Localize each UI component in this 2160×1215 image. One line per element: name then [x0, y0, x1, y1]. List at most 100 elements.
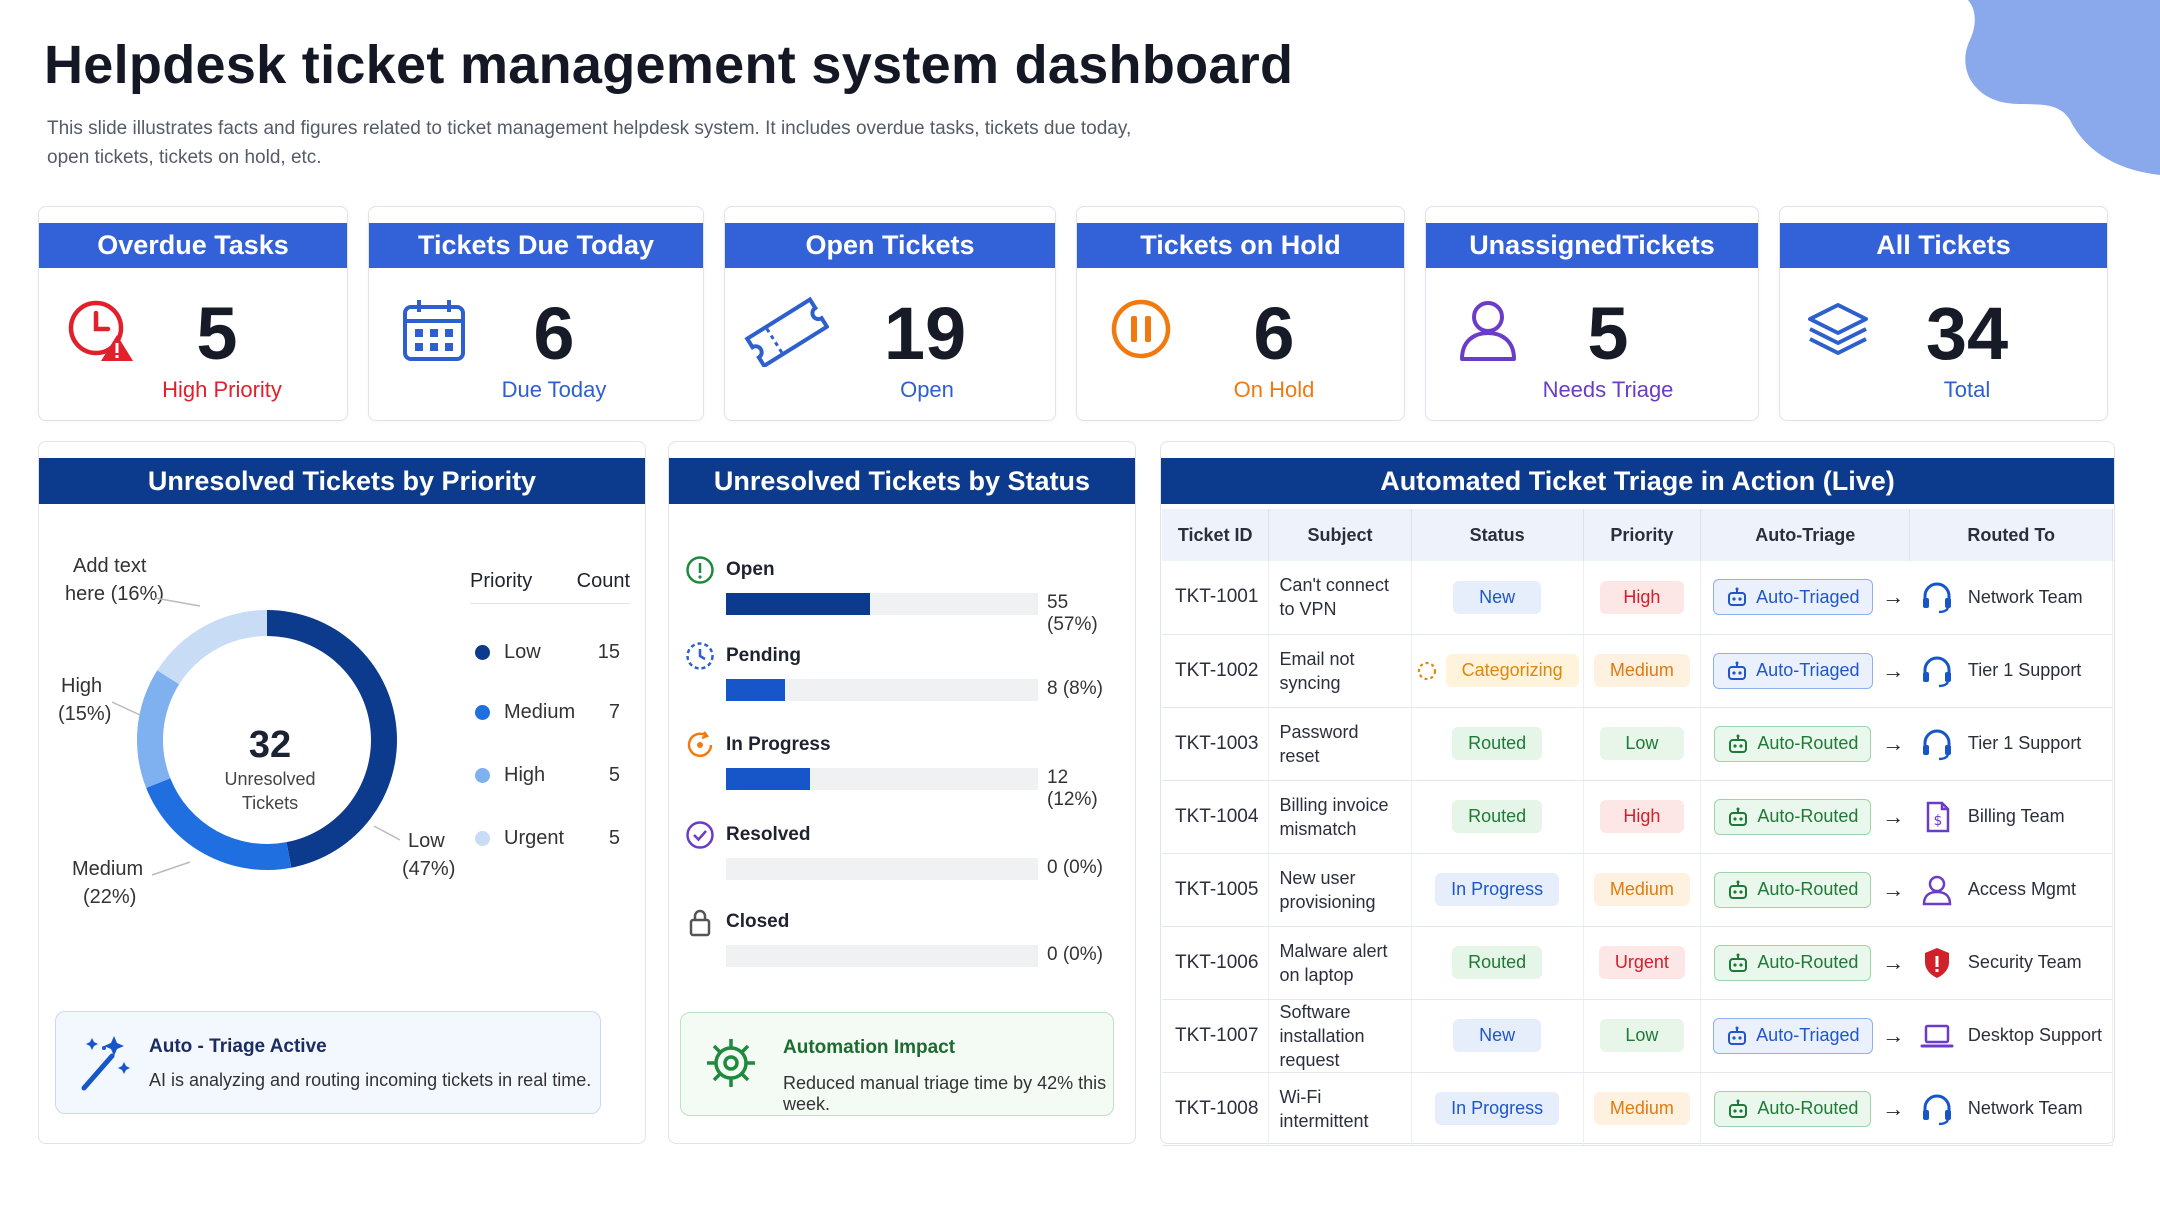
info-title: Automation Impact [783, 1037, 956, 1058]
kpi-label: Open [900, 377, 954, 402]
priority-count: 5 [608, 764, 620, 786]
annotation-urgent: Add text here (16%) [65, 552, 164, 608]
kpi-value: 5 [1587, 292, 1629, 375]
table-row[interactable]: TKT-1007 Software installation request New L… [1162, 999, 2113, 1073]
auto-triage-badge[interactable]: Auto-Routed [1714, 798, 1872, 835]
subject-line: Password reset [1279, 721, 1359, 766]
status-bar-track [726, 593, 1038, 615]
auto-triage-badge[interactable]: Auto-Triaged [1713, 652, 1873, 689]
priority-row-medium: Medium 7 [475, 701, 620, 724]
kpi-header: Overdue Tasks [39, 223, 347, 268]
status-badge: New [1453, 580, 1542, 614]
status-value: 0 (0%) [1047, 857, 1103, 878]
kpi-card-due-today[interactable]: Tickets Due Today 6 Due Today [368, 206, 704, 421]
gear-icon [707, 1039, 755, 1087]
robot-icon [1729, 880, 1748, 899]
annotation-line: Medium [72, 858, 144, 880]
panel-title: Unresolved Tickets by Status [669, 458, 1135, 504]
status-badge: Routed [1452, 800, 1543, 833]
arrow-right-icon: → [1876, 999, 1910, 1073]
auto-triage-badge[interactable]: Auto-Routed [1714, 725, 1872, 762]
auto-triage-badge[interactable]: Auto-Routed [1714, 1090, 1872, 1127]
legend-dot [475, 768, 490, 783]
column-header-ticket-id: Ticket ID [1162, 509, 1270, 561]
robot-icon [1728, 587, 1747, 607]
robot-icon [1728, 1026, 1747, 1045]
table-row[interactable]: TKT-1001 Can't connect to VPN New High Auto-… [1162, 561, 2113, 635]
laptop-icon [1920, 1019, 1954, 1053]
svg-text:$: $ [1933, 813, 1942, 829]
kpi-header: Tickets on Hold [1077, 223, 1404, 268]
kpi-value: 19 [883, 292, 967, 375]
arrow-right-icon: → [1876, 1072, 1910, 1146]
pause-icon [1109, 295, 1181, 367]
kpi-label: High Priority [162, 377, 282, 402]
table-row[interactable]: TKT-1005 New user provisioning In Progress… [1162, 853, 2113, 927]
spinner-icon [1417, 662, 1436, 681]
arrow-right-icon: → [1876, 926, 1910, 1000]
routed-to-team: Billing Team [1967, 806, 2065, 826]
donut-slice-urgent [157, 610, 267, 685]
status-label: Resolved [726, 824, 811, 845]
annotation-line: Low [408, 830, 445, 852]
robot-icon [1729, 734, 1748, 753]
auto-triage-badge[interactable]: Auto-Triaged [1713, 579, 1873, 616]
kpi-header: Open Tickets [725, 223, 1055, 268]
priority-count-table: Priority Count [470, 570, 630, 604]
status-bar-fill [726, 679, 786, 701]
pending-icon [686, 642, 714, 670]
annotation-line: High [61, 675, 103, 697]
kpi-card-on-hold[interactable]: Tickets on Hold 6 On Hold [1076, 206, 1405, 421]
auto-triage-badge[interactable]: Auto-Triaged [1713, 1017, 1873, 1054]
table-row[interactable]: TKT-1004 Billing invoice mismatch Routed Hi… [1162, 780, 2113, 854]
priority-badge: Medium [1593, 654, 1690, 687]
table-row[interactable]: TKT-1002 Email not syncing Categorizing Med… [1162, 634, 2113, 708]
legend-dot [475, 645, 490, 660]
check-circle-icon [686, 821, 714, 849]
donut-center-label: Unresolved [224, 769, 316, 789]
kpi-card-unassigned[interactable]: UnassignedTickets 5 Needs Triage [1425, 206, 1759, 421]
priority-badge: High [1599, 580, 1684, 614]
routed-to-team: Access Mgmt [1967, 879, 2076, 899]
magic-wand-icon [81, 1036, 130, 1091]
status-label: Pending [726, 645, 801, 666]
robot-icon [1729, 807, 1748, 826]
robot-icon [1729, 953, 1748, 972]
kpi-card-open[interactable]: Open Tickets 19 Open [724, 206, 1056, 421]
table-row[interactable]: TKT-1008 Wi-Fi intermittent In Progress Med… [1162, 1072, 2113, 1146]
priority-row-low: Low 15 [475, 641, 620, 664]
ticket-id: TKT-1005 [1162, 853, 1270, 927]
user-icon [1452, 295, 1524, 367]
status-label: In Progress [726, 734, 831, 755]
kpi-header: Tickets Due Today [369, 223, 703, 268]
table-row[interactable]: TKT-1006 Malware alert on laptop Routed Urg… [1162, 926, 2113, 1000]
subject-line: Malware alert on laptop [1279, 940, 1388, 985]
headset-icon [1920, 580, 1954, 614]
column-header-priority: Priority [470, 570, 533, 592]
info-title: Auto - Triage Active [149, 1036, 327, 1057]
status-value: 12 (12%) [1047, 767, 1098, 810]
ticket-subject: Billing invoice mismatch [1268, 780, 1412, 854]
kpi-card-all[interactable]: All Tickets 34 Total [1779, 206, 2108, 421]
routed-to-team: Tier 1 Support [1967, 733, 2082, 753]
kpi-card-overdue[interactable]: Overdue Tasks 5 High Priority [38, 206, 348, 421]
status-bar-track [726, 679, 1038, 701]
kpi-label: On Hold [1233, 377, 1315, 402]
status-badge: Categorizing [1445, 654, 1579, 687]
calendar-icon [399, 295, 471, 367]
auto-triage-badge[interactable]: Auto-Routed [1714, 944, 1872, 981]
subject-line: Software installation [1279, 1001, 1365, 1046]
priority-badge: Low [1599, 727, 1684, 760]
auto-triage-badge[interactable]: Auto-Routed [1714, 871, 1872, 908]
table-row[interactable]: TKT-1003 Password reset Routed Low Auto-Rout… [1162, 707, 2113, 781]
ticket-id: TKT-1003 [1162, 707, 1270, 781]
status-label: Open [726, 559, 775, 580]
annotation-line: Add text [73, 555, 147, 577]
arrow-right-icon: → [1876, 853, 1910, 927]
ticket-subject: Software installation request [1268, 999, 1412, 1073]
auto-triage-label: Auto-Routed [1757, 879, 1859, 899]
column-header-auto-triage: Auto-Triage [1700, 509, 1911, 561]
kpi-value: 34 [1925, 292, 2009, 375]
arrow-right-icon: → [1876, 561, 1910, 635]
status-badge: New [1453, 1019, 1542, 1052]
